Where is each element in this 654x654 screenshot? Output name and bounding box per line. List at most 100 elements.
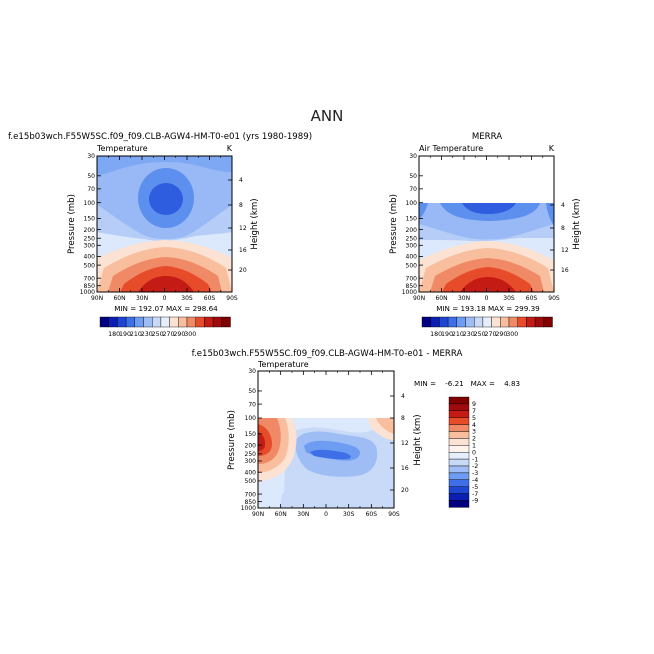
y-tick-label: 30 [409, 153, 417, 160]
colorbar-label: 250 [474, 331, 486, 338]
colorbar-box [448, 403, 470, 411]
height-tick-label: 8 [561, 225, 565, 232]
y-tick-label: 1000 [80, 289, 95, 296]
colorbar-label: 270 [484, 331, 496, 338]
colorbar-label: 4 [472, 422, 476, 429]
colorbar-label: -1 [472, 456, 478, 463]
x-tick-label: 60S [366, 511, 378, 518]
y-tick-label: 100 [245, 415, 257, 422]
height-tick-label: 20 [239, 267, 247, 274]
diff-ylabel: Pressure (mb) [227, 410, 237, 470]
colorbar-box [448, 431, 470, 439]
obs-contours [419, 156, 554, 292]
colorbar-box [447, 316, 458, 328]
colorbar-box [448, 500, 470, 508]
model-stats: MIN = 192.07 MAX = 298.64 [114, 304, 218, 313]
colorbar-box [448, 486, 470, 494]
y-tick-label: 250 [245, 451, 257, 458]
colorbar-box [508, 316, 518, 328]
y-tick-label: 850 [245, 499, 257, 506]
x-tick-label: 0 [163, 295, 167, 302]
colorbar-label: 250 [152, 331, 164, 338]
colorbar-label: 180 [430, 331, 442, 338]
height-tick-label: 16 [401, 465, 409, 472]
height-tick-label: 4 [401, 393, 405, 400]
y-tick-label: 250 [406, 235, 418, 242]
y-tick-label: 50 [409, 173, 417, 180]
colorbar-box [99, 316, 109, 328]
y-tick-label: 400 [406, 254, 418, 261]
colorbar-box [456, 316, 466, 328]
x-tick-label: 60N [275, 511, 287, 518]
colorbar-label: 210 [452, 331, 464, 338]
panel-obs: MERRA Air Temperature K 3050701001502002… [389, 132, 582, 338]
colorbar-label: 5 [472, 415, 476, 422]
diff-fill-neg-4 [310, 449, 351, 460]
height-tick-label: 20 [401, 487, 409, 494]
y-tick-label: 700 [84, 275, 96, 282]
colorbar-label: 190 [441, 331, 453, 338]
y-tick-label: 850 [406, 283, 418, 290]
model-ylabel-right: Height (km) [250, 198, 260, 249]
colorbar-label: -9 [472, 498, 478, 505]
colorbar-box [117, 316, 127, 328]
colorbar-box [151, 316, 162, 328]
x-tick-label: 0 [485, 295, 489, 302]
diff-fill-bl-2 [280, 492, 380, 508]
colorbar-label: 230 [141, 331, 153, 338]
colorbar-label: -3 [472, 470, 478, 477]
colorbar-label: 300 [184, 331, 196, 338]
colorbar-box [500, 316, 510, 328]
colorbar-label: 3 [472, 429, 476, 436]
x-tick-label: 30S [503, 295, 515, 302]
colorbar-box [448, 417, 470, 425]
diff-contours [258, 371, 394, 508]
model-title: f.e15b03wch.F55W5SC.f09_f09.CLB-AGW4-HM-… [8, 132, 312, 142]
x-tick-label: 30N [297, 511, 309, 518]
x-tick-label: 30N [458, 295, 470, 302]
model-contours [97, 156, 232, 292]
y-tick-label: 150 [245, 431, 257, 438]
colorbar-label: 7 [472, 408, 476, 415]
colorbar-box [143, 316, 153, 328]
y-tick-label: 250 [84, 235, 96, 242]
colorbar-box [448, 472, 470, 480]
colorbar-box [204, 316, 214, 328]
colorbar-box [221, 316, 231, 328]
colorbar-box [212, 316, 223, 328]
x-tick-label: 90N [252, 511, 264, 518]
x-tick-label: 90N [91, 295, 103, 302]
x-tick-label: 60N [113, 295, 125, 302]
colorbar-label: 210 [130, 331, 142, 338]
colorbar-box [448, 458, 470, 467]
y-tick-label: 300 [84, 243, 96, 250]
colorbar-label: 300 [506, 331, 518, 338]
colorbar-box [448, 479, 470, 487]
height-tick-label: 12 [239, 225, 247, 232]
x-tick-label: 60S [204, 295, 216, 302]
model-axes: 305070100150200250300400500700850100090N… [80, 153, 247, 302]
model-units-label: K [227, 144, 233, 153]
diff-fill-sh-pos-2 [376, 418, 394, 434]
obs-fill-warm-5 [460, 277, 516, 292]
colorbar-box [125, 316, 135, 328]
height-tick-label: 8 [401, 415, 405, 422]
diff-axes: 305070100150200250300400500700850100090N… [241, 368, 409, 518]
colorbar-box [448, 452, 470, 460]
height-tick-label: 16 [239, 247, 247, 254]
colorbar-box [526, 316, 536, 328]
colorbar-label: 2 [472, 436, 476, 443]
obs-variable-label: Air Temperature [419, 144, 483, 153]
y-tick-label: 850 [84, 283, 96, 290]
y-tick-label: 500 [406, 262, 418, 269]
obs-ylabel: Pressure (mb) [389, 194, 399, 254]
model-variable-label: Temperature [96, 144, 148, 153]
y-tick-label: 200 [245, 442, 257, 449]
obs-fill-edge-right [546, 203, 554, 226]
diff-stats: MIN = -6.21 MAX = 4.83 [414, 379, 520, 388]
y-tick-label: 150 [406, 216, 418, 223]
obs-ylabel-right: Height (km) [572, 198, 582, 249]
